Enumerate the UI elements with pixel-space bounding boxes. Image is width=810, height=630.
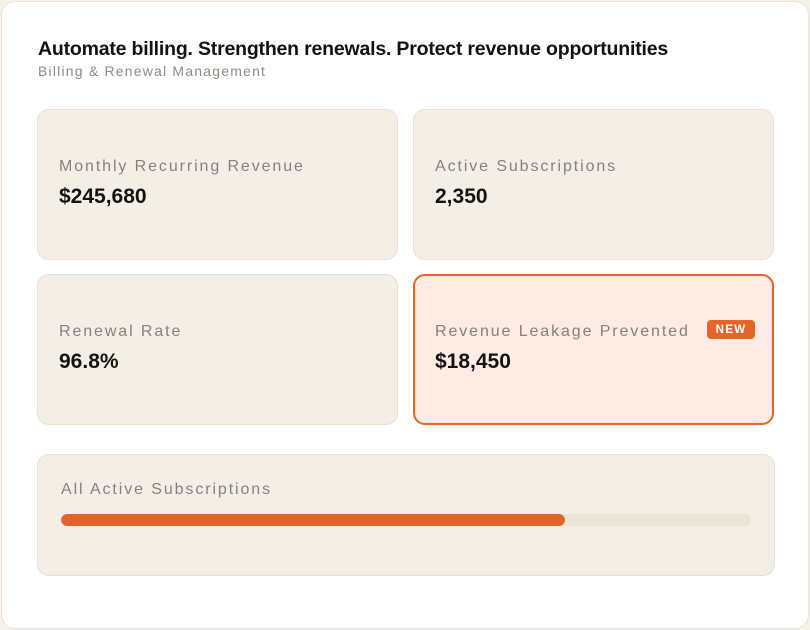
metric-tile-active-subscriptions: Active Subscriptions 2,350 [413, 109, 774, 260]
progress-fill [61, 514, 565, 526]
metric-label: Monthly Recurring Revenue [59, 158, 305, 175]
progress-label: All Active Subscriptions [61, 481, 273, 498]
page-subtitle: Billing & Renewal Management [38, 63, 267, 79]
metric-tile-renewal-rate: Renewal Rate 96.8% [37, 274, 398, 425]
metric-value: $245,680 [59, 185, 147, 208]
metric-tile-mrr: Monthly Recurring Revenue $245,680 [37, 109, 398, 260]
progress-track [61, 514, 751, 526]
subscriptions-progress-panel: All Active Subscriptions [37, 454, 775, 576]
metric-value: $18,450 [435, 350, 511, 373]
new-badge: NEW [707, 320, 755, 339]
metric-value: 2,350 [435, 185, 488, 208]
metric-label: Renewal Rate [59, 323, 183, 340]
metric-label: Active Subscriptions [435, 158, 618, 175]
metric-value: 96.8% [59, 350, 119, 373]
metric-label: Revenue Leakage Prevented [435, 323, 690, 340]
metric-tile-revenue-leakage: Revenue Leakage Prevented NEW $18,450 [413, 274, 774, 425]
page-title: Automate billing. Strengthen renewals. P… [38, 38, 668, 60]
